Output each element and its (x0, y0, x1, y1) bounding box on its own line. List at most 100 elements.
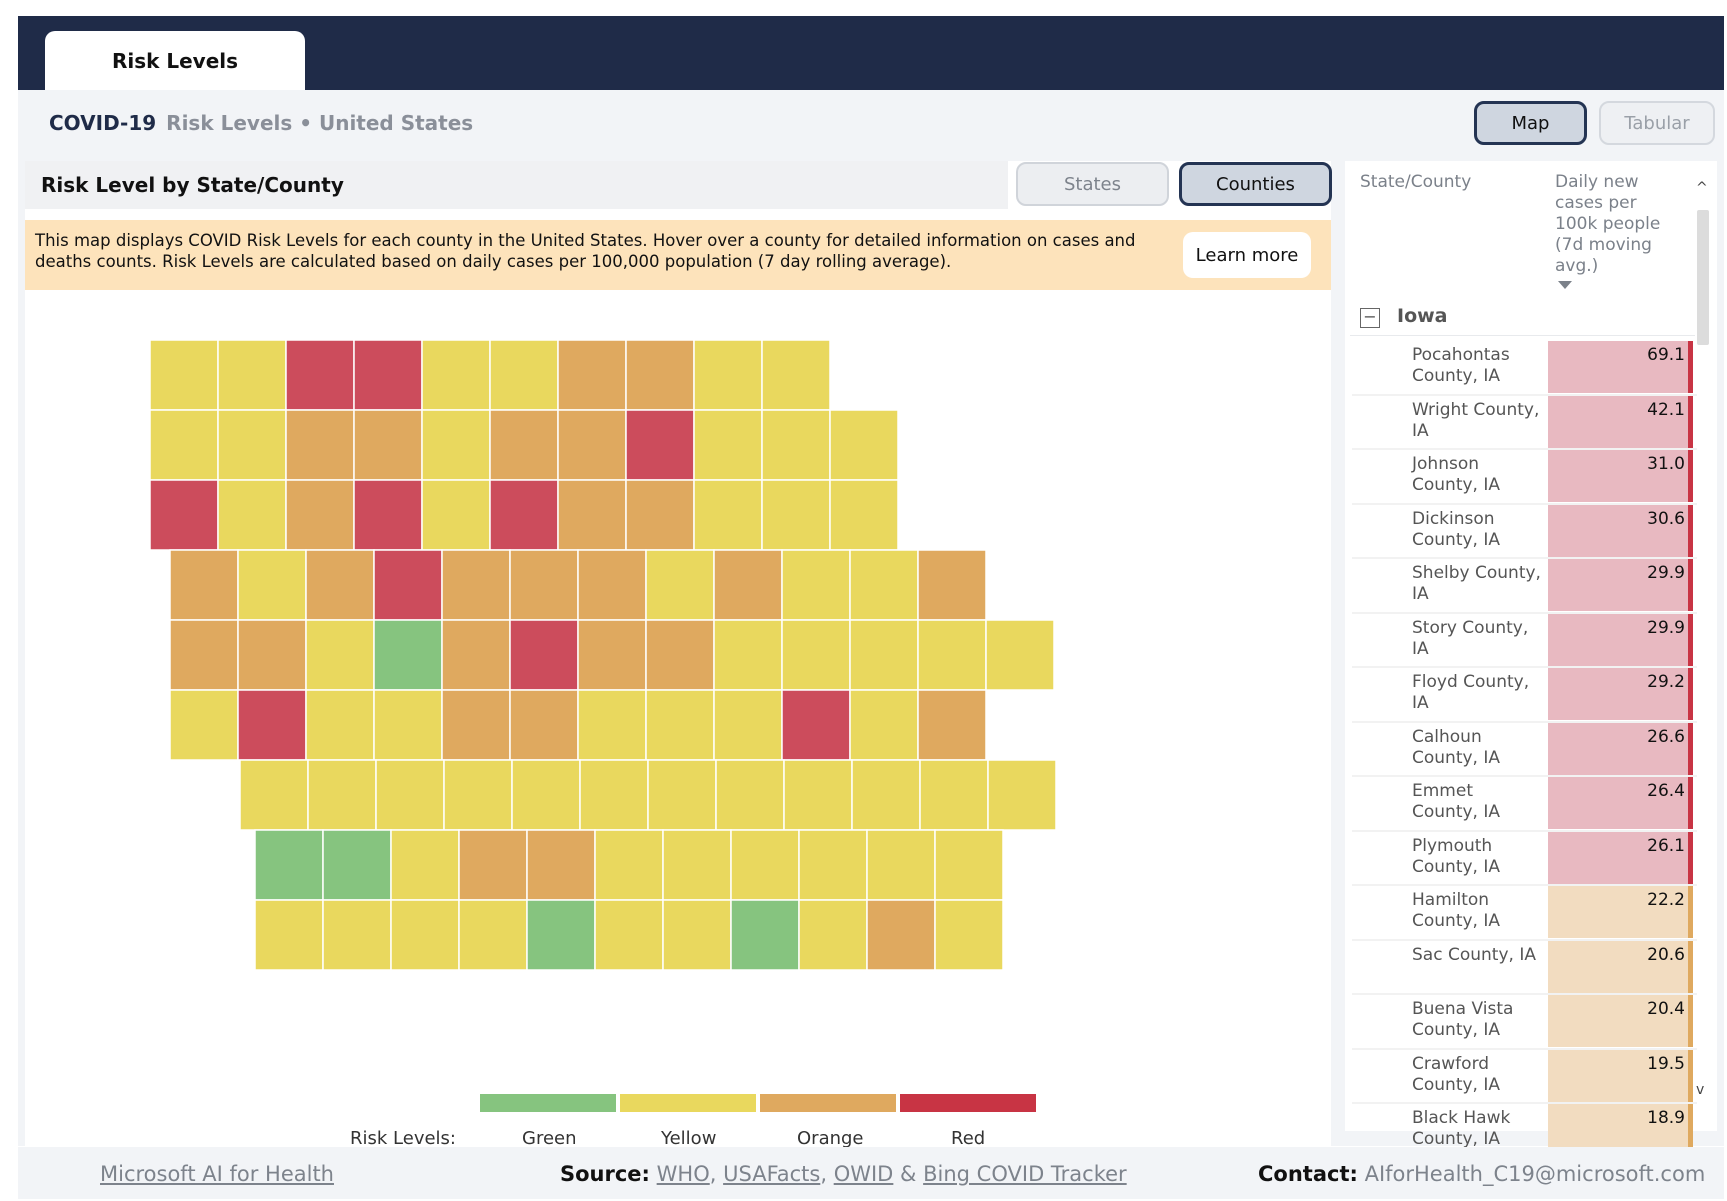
states-toggle-button[interactable]: States (1016, 162, 1169, 206)
county-shape[interactable] (421, 479, 491, 551)
county-shape[interactable] (577, 549, 647, 621)
county-shape[interactable] (625, 409, 695, 481)
county-shape[interactable] (829, 409, 899, 481)
county-shape[interactable] (761, 409, 831, 481)
collapse-icon[interactable]: − (1360, 308, 1380, 328)
county-shape[interactable] (322, 899, 392, 971)
map-view-button[interactable]: Map (1474, 101, 1587, 145)
county-shape[interactable] (237, 549, 307, 621)
county-shape[interactable] (917, 549, 987, 621)
county-shape[interactable] (917, 619, 987, 691)
county-shape[interactable] (730, 829, 800, 901)
county-shape[interactable] (373, 549, 443, 621)
county-shape[interactable] (985, 619, 1055, 691)
county-shape[interactable] (390, 829, 460, 901)
county-shape[interactable] (645, 689, 715, 761)
county-shape[interactable] (693, 479, 763, 551)
counties-toggle-button[interactable]: Counties (1179, 162, 1332, 206)
county-shape[interactable] (693, 340, 763, 411)
table-row[interactable]: Hamilton County, IA 22.2 (1352, 886, 1697, 941)
county-shape[interactable] (509, 689, 579, 761)
table-row[interactable]: Floyd County, IA 29.2 (1352, 668, 1697, 723)
county-shape[interactable] (441, 549, 511, 621)
county-shape[interactable] (489, 340, 559, 411)
county-shape[interactable] (511, 759, 581, 831)
county-shape[interactable] (217, 409, 287, 481)
county-shape[interactable] (307, 759, 377, 831)
county-shape[interactable] (441, 689, 511, 761)
source-link-bing[interactable]: Bing COVID Tracker (923, 1162, 1127, 1186)
contact-email[interactable]: AIforHealth_C19@microsoft.com (1364, 1162, 1706, 1186)
county-shape[interactable] (373, 689, 443, 761)
county-shape[interactable] (217, 340, 287, 411)
county-shape[interactable] (715, 759, 785, 831)
county-shape[interactable] (557, 340, 627, 411)
county-shape[interactable] (526, 899, 596, 971)
county-shape[interactable] (375, 759, 445, 831)
table-row[interactable]: Emmet County, IA 26.4 (1352, 777, 1697, 832)
county-shape[interactable] (150, 409, 219, 481)
county-shape[interactable] (169, 619, 239, 691)
column-header-name[interactable]: State/County (1360, 172, 1472, 192)
county-shape[interactable] (579, 759, 649, 831)
tabular-view-button[interactable]: Tabular (1599, 101, 1715, 145)
county-shape[interactable] (849, 619, 919, 691)
county-shape[interactable] (645, 619, 715, 691)
county-shape[interactable] (254, 899, 324, 971)
county-shape[interactable] (783, 759, 853, 831)
county-shape[interactable] (285, 409, 355, 481)
county-shape[interactable] (353, 409, 423, 481)
county-shape[interactable] (526, 829, 596, 901)
scrollbar-thumb[interactable] (1697, 210, 1709, 345)
county-shape[interactable] (353, 479, 423, 551)
county-shape[interactable] (645, 549, 715, 621)
tab-risk-levels[interactable]: Risk Levels (45, 31, 305, 91)
table-row[interactable]: Story County, IA 29.9 (1352, 613, 1697, 668)
county-shape[interactable] (934, 829, 1004, 901)
county-shape[interactable] (713, 689, 783, 761)
table-row[interactable]: Calhoun County, IA 26.6 (1352, 722, 1697, 777)
county-shape[interactable] (305, 549, 375, 621)
county-shape[interactable] (625, 340, 695, 411)
county-shape[interactable] (237, 619, 307, 691)
column-header-value[interactable]: Daily new cases per 100k people (7d movi… (1555, 172, 1661, 276)
scroll-up-icon[interactable]: ^ (1696, 180, 1708, 196)
county-shape[interactable] (509, 619, 579, 691)
county-shape[interactable] (662, 829, 732, 901)
county-shape[interactable] (458, 899, 528, 971)
county-shape[interactable] (150, 340, 219, 411)
county-shape[interactable] (285, 479, 355, 551)
source-link-owid[interactable]: OWID (833, 1162, 894, 1186)
county-shape[interactable] (647, 759, 717, 831)
county-shape[interactable] (849, 689, 919, 761)
county-shape[interactable] (594, 899, 664, 971)
iowa-county-map[interactable] (150, 340, 1220, 1000)
table-row[interactable]: Plymouth County, IA 26.1 (1352, 831, 1697, 886)
county-shape[interactable] (713, 619, 783, 691)
county-shape[interactable] (441, 619, 511, 691)
county-shape[interactable] (713, 549, 783, 621)
county-shape[interactable] (730, 899, 800, 971)
county-shape[interactable] (169, 689, 239, 761)
county-shape[interactable] (373, 619, 443, 691)
table-row[interactable]: Dickinson County, IA 30.6 (1352, 504, 1697, 559)
county-shape[interactable] (781, 619, 851, 691)
learn-more-button[interactable]: Learn more (1183, 232, 1311, 278)
county-shape[interactable] (577, 619, 647, 691)
county-shape[interactable] (577, 689, 647, 761)
county-shape[interactable] (761, 340, 831, 411)
county-shape[interactable] (305, 619, 375, 691)
county-shape[interactable] (489, 479, 559, 551)
table-row[interactable]: Wright County, IA 42.1 (1352, 395, 1697, 450)
county-shape[interactable] (239, 759, 309, 831)
county-shape[interactable] (919, 759, 989, 831)
county-shape[interactable] (866, 899, 936, 971)
county-shape[interactable] (934, 899, 1004, 971)
county-shape[interactable] (443, 759, 513, 831)
county-shape[interactable] (987, 759, 1057, 831)
county-shape[interactable] (829, 479, 899, 551)
county-shape[interactable] (150, 479, 219, 551)
county-shape[interactable] (458, 829, 528, 901)
sort-descending-icon[interactable] (1558, 281, 1572, 289)
source-link-usafacts[interactable]: USAFacts (723, 1162, 821, 1186)
